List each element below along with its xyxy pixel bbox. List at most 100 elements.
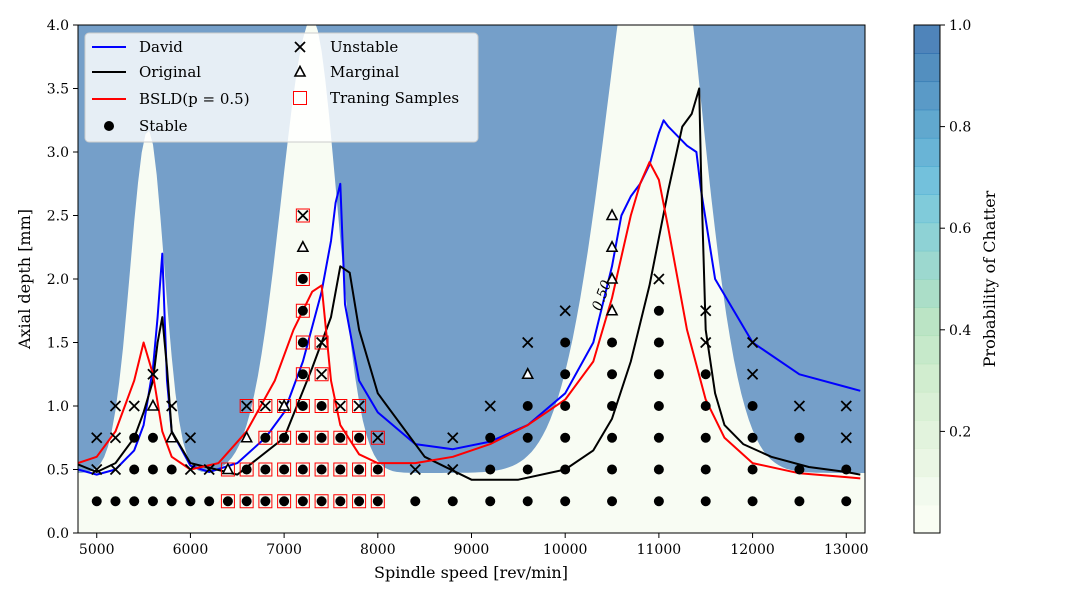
- x-tick-label: 13000: [824, 542, 869, 558]
- colorbar-swatch: [914, 222, 940, 252]
- legend: David Original BSLD(p = 0.5) Stable Unstable…: [84, 32, 479, 143]
- training-sample-marker: [314, 494, 329, 509]
- legend-label: Original: [139, 63, 201, 81]
- legend-stable-swatch: [104, 121, 114, 131]
- boundary-lines: [78, 87, 861, 481]
- training-sample-marker: [295, 430, 310, 445]
- stable-marker: [166, 496, 177, 507]
- stable-marker: [485, 464, 496, 475]
- training-sample-marker: [258, 462, 273, 477]
- training-sample-marker: [277, 494, 292, 509]
- stable-marker: [653, 401, 664, 411]
- colorbar-swatch: [914, 448, 940, 478]
- stable-marker: [297, 369, 308, 380]
- unstable-marker: [91, 463, 103, 476]
- stable-marker: [129, 464, 140, 475]
- unstable-marker: [559, 305, 571, 317]
- marginal-marker: [605, 208, 619, 221]
- training-sample-marker: [295, 494, 310, 509]
- colorbar-swatch: [914, 476, 940, 506]
- stable-marker: [560, 432, 571, 443]
- stable-marker: [279, 432, 290, 443]
- training-sample-marker: [370, 462, 385, 477]
- stable-marker: [204, 496, 215, 507]
- unstable-marker: [241, 400, 253, 412]
- training-sample-marker: [314, 430, 329, 445]
- colorbar-swatch: [914, 250, 940, 280]
- stable-marker: [297, 432, 308, 443]
- stable-marker: [747, 496, 758, 507]
- y-tick-label: 1.0: [47, 399, 69, 415]
- stable-marker: [110, 496, 121, 507]
- unstable-marker: [840, 432, 852, 444]
- series-line: [78, 161, 861, 480]
- stable-marker: [316, 496, 327, 507]
- stable-marker: [185, 496, 196, 507]
- training-sample-marker: [239, 462, 254, 477]
- legend-label: Stable: [139, 117, 188, 135]
- stable-marker: [841, 464, 852, 475]
- unstable-marker: [372, 432, 384, 444]
- legend-frame: [84, 32, 479, 143]
- stable-marker: [260, 464, 271, 475]
- colorbar-swatch: [914, 391, 940, 421]
- stable-marker: [279, 496, 290, 507]
- y-tick-label: 1.5: [47, 336, 69, 352]
- unstable-marker: [653, 273, 665, 285]
- stable-marker: [653, 432, 664, 443]
- stable-marker: [297, 337, 308, 348]
- stable-marker: [794, 464, 805, 475]
- y-tick-label: 3.0: [47, 145, 69, 161]
- stable-marker: [607, 432, 618, 443]
- stable-marker: [700, 369, 711, 380]
- stable-marker: [297, 401, 308, 411]
- stable-marker: [794, 432, 805, 443]
- unstable-marker: [700, 336, 712, 349]
- colorbar-tick-label: 1.0: [949, 18, 971, 34]
- training-sample-marker: [295, 208, 310, 223]
- colorbar-swatch: [914, 53, 940, 83]
- unstable-marker: [334, 400, 346, 412]
- legend-unstable-swatch: [294, 41, 306, 53]
- stable-marker: [485, 496, 496, 507]
- stable-marker: [560, 464, 571, 475]
- unstable-marker: [522, 336, 534, 349]
- training-sample-marker: [333, 494, 348, 509]
- stable-marker: [841, 496, 852, 507]
- y-tick-label: 3.5: [47, 82, 69, 98]
- y-tick-label: 0.0: [47, 526, 69, 542]
- x-tick-label: 8000: [360, 542, 396, 558]
- unstable-marker: [700, 305, 712, 317]
- unstable-marker: [484, 400, 496, 412]
- stable-marker: [700, 464, 711, 475]
- stable-marker: [260, 432, 271, 443]
- y-tick-label: 2.5: [47, 209, 69, 225]
- stable-marker: [653, 369, 664, 380]
- stable-marker: [260, 496, 271, 507]
- stable-marker: [700, 401, 711, 411]
- training-sample-marker: [258, 430, 273, 445]
- unstable-marker: [447, 432, 459, 444]
- unstable-marker: [109, 432, 122, 444]
- stable-marker: [607, 464, 618, 475]
- stable-marker: [653, 496, 664, 507]
- stable-marker: [700, 496, 711, 507]
- stable-marker: [607, 496, 618, 507]
- stable-marker: [241, 464, 252, 475]
- stable-marker: [794, 496, 805, 507]
- stable-marker: [354, 464, 365, 475]
- colorbar-label: Probability of Chatter: [980, 190, 999, 367]
- stable-marker: [297, 464, 308, 475]
- x-tick-label: 5000: [79, 542, 115, 558]
- legend-training-swatch: [293, 91, 307, 105]
- stable-marker: [560, 337, 571, 348]
- stable-marker: [560, 401, 571, 411]
- colorbar-swatch: [914, 166, 940, 195]
- stable-marker: [522, 432, 533, 443]
- legend-label: David: [139, 38, 183, 56]
- stable-marker: [335, 464, 346, 475]
- y-axis: 0.0 0.5 1.0 1.5 2.0 2.5 3.0 3.5 4.0: [47, 18, 78, 542]
- legend-label: Unstable: [330, 38, 398, 56]
- stable-marker: [747, 432, 758, 443]
